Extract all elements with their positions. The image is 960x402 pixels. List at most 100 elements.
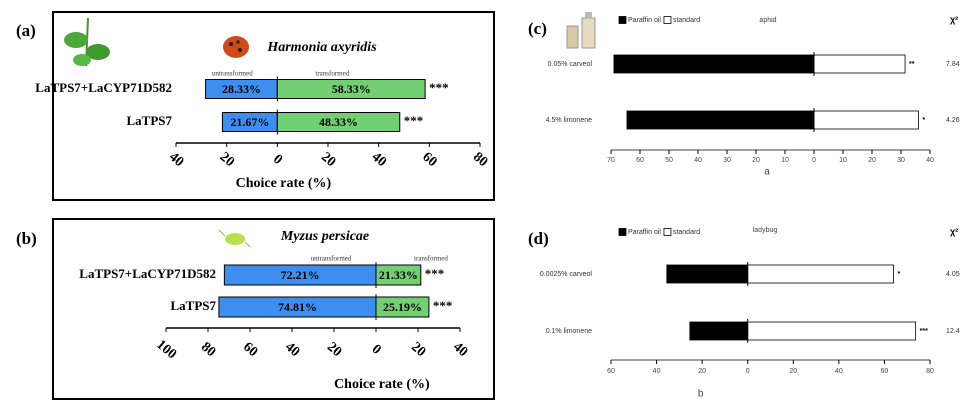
category-label: 0.05% carveol — [548, 61, 593, 68]
ladybug-icon — [223, 36, 249, 58]
x-tick-label: 0 — [369, 342, 384, 358]
x-tick-label: 30 — [723, 157, 731, 164]
x-tick-label: 0 — [746, 368, 750, 375]
significance: *** — [425, 266, 445, 281]
panel-label: (a) — [16, 21, 36, 40]
category-label: 0.1% limonene — [546, 328, 592, 335]
chi-header: χ² — [950, 14, 958, 24]
x-tick-label: 60 — [240, 340, 260, 360]
x-tick-label: 20 — [217, 150, 237, 170]
x-tick-label: 40 — [926, 157, 934, 164]
x-tick-label: 10 — [781, 157, 789, 164]
legend-swatch — [664, 229, 671, 236]
chi-value: 7.842 — [946, 61, 960, 68]
x-tick-label: 0 — [812, 157, 816, 164]
bar — [614, 55, 814, 73]
value-label: 58.33% — [332, 82, 371, 96]
chi-value: 4.265 — [946, 117, 960, 124]
x-tick-label: 40 — [166, 150, 186, 170]
x-tick-label: 40 — [282, 340, 302, 360]
value-label: 28.33% — [222, 82, 261, 96]
aphid-icon — [219, 230, 250, 247]
bar — [690, 322, 748, 340]
legend-label: standard — [673, 229, 700, 236]
value-label: 74.81% — [278, 300, 317, 314]
plant-icon — [64, 18, 110, 66]
chi-value: 4.053 — [946, 271, 960, 278]
chi-value: 12.43 — [946, 328, 960, 335]
legend-label: Paraffin oil — [628, 229, 661, 236]
value-label: 48.33% — [319, 115, 358, 129]
x-axis-label: Choice rate (%) — [236, 176, 332, 191]
chart-title: ladybug — [753, 227, 778, 234]
chi-header: χ² — [950, 226, 958, 236]
category-label: 4.5% limonene — [546, 117, 592, 124]
series-label: transformed — [315, 70, 349, 78]
x-tick-label: 60 — [607, 368, 615, 375]
x-tick-label: 20 — [408, 340, 428, 360]
significance: *** — [404, 113, 424, 128]
x-tick-label: 60 — [419, 150, 439, 170]
significance: ** — [909, 61, 915, 68]
x-tick-label: 40 — [835, 368, 843, 375]
value-label: 21.67% — [230, 115, 269, 129]
bar — [814, 55, 905, 73]
legend-swatch — [619, 229, 626, 236]
x-tick-label: 20 — [789, 368, 797, 375]
category-label: LaTPS7 — [126, 113, 172, 128]
legend-swatch — [619, 17, 626, 24]
significance: *** — [920, 328, 928, 335]
x-tick-label: 40 — [450, 340, 470, 360]
x-tick-label: 20 — [752, 157, 760, 164]
legend-label: Paraffin oil — [628, 17, 661, 24]
chart-title: Harmonia axyridis — [266, 40, 377, 55]
x-tick-label: 100 — [153, 337, 179, 362]
chart-title: Myzus persicae — [280, 229, 369, 244]
x-tick-label: 30 — [897, 157, 905, 164]
bottle-icon — [567, 12, 595, 48]
x-tick-label: 70 — [607, 157, 615, 164]
x-tick-label: 20 — [318, 150, 338, 170]
series-label: transformed — [414, 255, 448, 263]
figure: (a) Harmonia axyridis 40 20 0 20 40 60 80 Choice … — [0, 0, 960, 402]
category-label: LaTPS7 — [170, 298, 216, 313]
chart-title: aphid — [759, 17, 776, 24]
panel-label: (b) — [16, 229, 37, 248]
x-tick-label: 80 — [470, 150, 490, 170]
x-tick-label: 20 — [698, 368, 706, 375]
x-tick-label: 80 — [198, 340, 218, 360]
series-label: untransformed — [212, 70, 253, 78]
bar — [748, 322, 916, 340]
significance: * — [922, 117, 925, 124]
category-label: LaTPS7+LaCYP71D582 — [79, 266, 216, 281]
x-tick-label: 0 — [270, 152, 285, 168]
legend-swatch — [664, 17, 671, 24]
significance: *** — [433, 298, 453, 313]
x-axis-label: Choice rate (%) — [334, 377, 430, 392]
x-tick-label: 80 — [926, 368, 934, 375]
significance: * — [898, 271, 901, 278]
category-label: LaTPS7+LaCYP71D582 — [35, 80, 172, 95]
x-tick-label: 50 — [665, 157, 673, 164]
bar — [748, 265, 894, 283]
value-label: 21.33% — [379, 268, 418, 282]
x-tick-label: 40 — [369, 150, 389, 170]
category-label: 0.0025% carveol — [540, 271, 593, 278]
value-label: 72.21% — [281, 268, 320, 282]
value-label: 25.19% — [383, 300, 422, 314]
x-tick-label: 60 — [636, 157, 644, 164]
significance: *** — [429, 80, 449, 95]
panel-label: (c) — [528, 19, 547, 38]
bar — [627, 111, 814, 129]
caption: a — [764, 167, 770, 178]
legend-label: standard — [673, 17, 700, 24]
x-tick-label: 40 — [694, 157, 702, 164]
series-label: untransformed — [311, 255, 352, 263]
x-tick-label: 40 — [653, 368, 661, 375]
x-tick-label: 60 — [881, 368, 889, 375]
caption: b — [698, 389, 704, 400]
x-tick-label: 20 — [324, 340, 344, 360]
bar — [814, 111, 918, 129]
panel-label: (d) — [528, 229, 549, 248]
x-tick-label: 10 — [839, 157, 847, 164]
